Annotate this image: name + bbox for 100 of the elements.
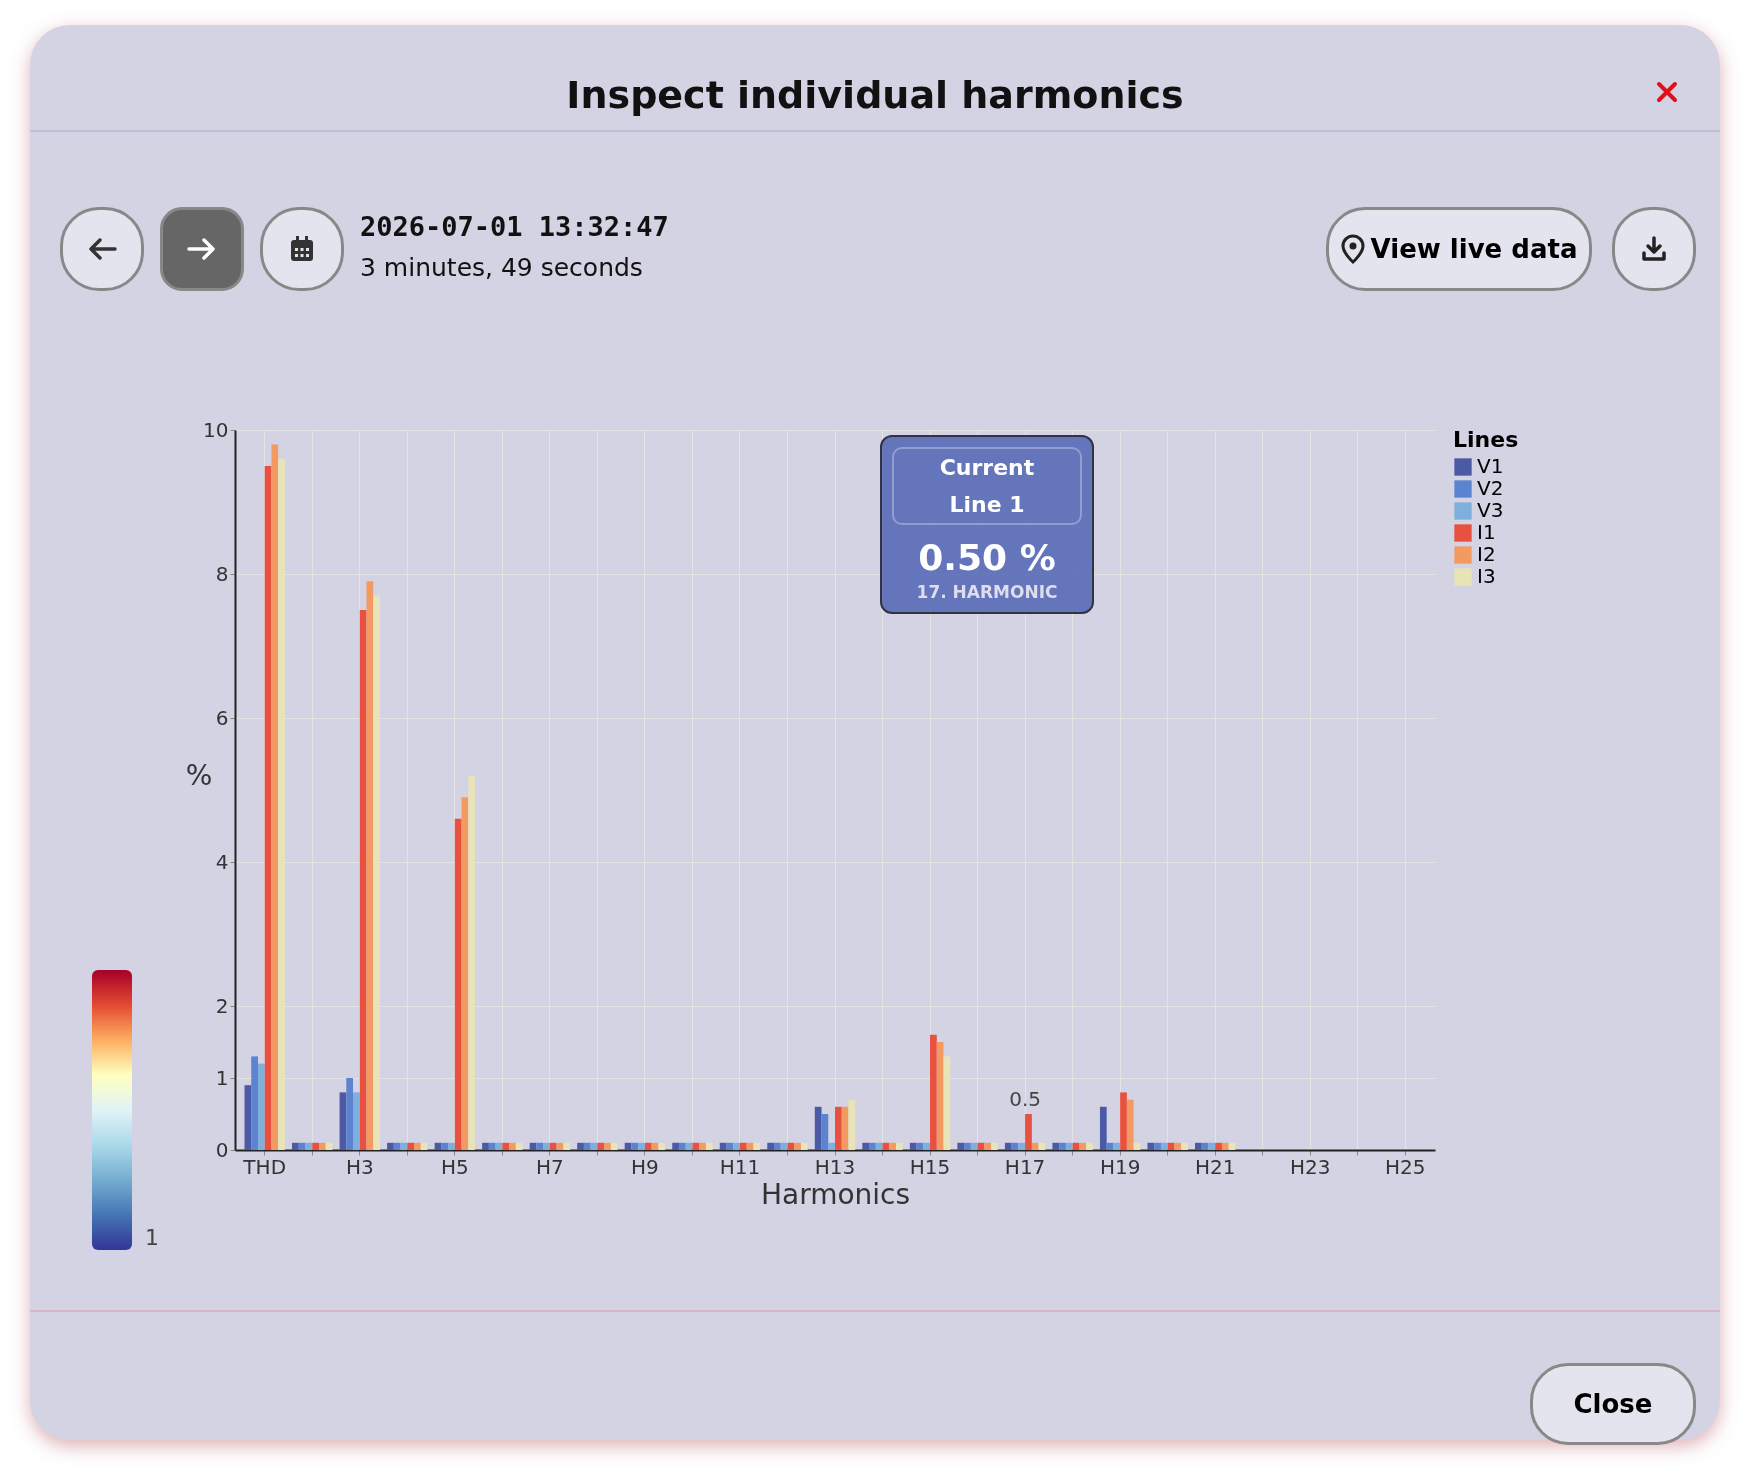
bar: [1018, 1142, 1026, 1150]
bar: [739, 1142, 747, 1150]
bar: [339, 1092, 347, 1150]
legend-label: V1: [1477, 454, 1504, 478]
bar: [726, 1142, 734, 1150]
x-tick-label: H7: [535, 1154, 564, 1179]
x-axis-title: Harmonics: [760, 1177, 911, 1211]
bar: [1181, 1142, 1188, 1150]
bar: [563, 1142, 571, 1150]
annotation: Current: [938, 455, 1036, 482]
bar: [488, 1142, 496, 1150]
bar: [454, 818, 462, 1150]
bar: [1086, 1142, 1093, 1150]
y-tick-label: 1: [215, 1065, 229, 1090]
bar: [366, 581, 374, 1150]
x-tick-label: THD: [242, 1154, 287, 1179]
bar: [800, 1142, 808, 1150]
x-tick-label: H21: [1194, 1154, 1236, 1179]
x-tick-label: H17: [1004, 1154, 1046, 1179]
bar: [631, 1142, 639, 1150]
bar: [733, 1142, 740, 1150]
bar: [509, 1142, 516, 1150]
bar: [1113, 1142, 1121, 1150]
bar: [441, 1142, 449, 1150]
legend-label: V2: [1477, 476, 1504, 500]
bar: [848, 1099, 856, 1150]
bar: [814, 1106, 822, 1150]
bar: [889, 1142, 896, 1150]
bar: [577, 1142, 584, 1150]
bar: [1065, 1142, 1073, 1150]
bar: [658, 1142, 666, 1150]
bar: [936, 1042, 944, 1150]
annotation: 17. HARMONIC: [915, 582, 1059, 602]
bar: [1221, 1142, 1229, 1150]
bar: [1025, 1114, 1032, 1150]
bar: [1004, 1142, 1012, 1150]
bar: [1079, 1142, 1087, 1150]
bar: [875, 1142, 883, 1150]
bar: [923, 1142, 931, 1150]
bar: [1126, 1099, 1134, 1150]
bar: [387, 1142, 394, 1150]
bar: [543, 1142, 550, 1150]
bar: [895, 1142, 903, 1150]
y-axis-title: %: [185, 758, 213, 792]
text: 3 minutes, 49 seconds: [360, 253, 643, 282]
bar: [312, 1142, 319, 1150]
bar: [482, 1142, 489, 1150]
legend-label: I3: [1477, 564, 1496, 588]
bar: [869, 1142, 876, 1150]
bar: [692, 1142, 700, 1150]
bar: [984, 1142, 992, 1150]
bar: [1120, 1092, 1127, 1150]
y-tick-label: 0: [215, 1137, 229, 1162]
bar: [1147, 1142, 1155, 1150]
x-tick-label: H23: [1290, 1154, 1331, 1179]
bar: [251, 1056, 258, 1150]
legend-label: I1: [1477, 520, 1496, 544]
bar: [515, 1142, 523, 1150]
bar: [930, 1034, 937, 1150]
bar: [862, 1142, 870, 1150]
bar: [278, 458, 285, 1150]
y-tick-label: 2: [215, 993, 229, 1018]
x-tick-label: H19: [1099, 1154, 1141, 1179]
bar: [705, 1142, 713, 1150]
bar: [909, 1142, 917, 1150]
bar: [1099, 1106, 1107, 1150]
annotation: 0.5: [1009, 1087, 1042, 1111]
bar: [393, 1142, 401, 1150]
bar: [353, 1092, 360, 1150]
y-tick-label: 4: [215, 849, 229, 874]
bar: [767, 1142, 775, 1150]
bar: [1215, 1142, 1222, 1150]
bar: [407, 1142, 415, 1150]
bar: [1059, 1142, 1066, 1150]
x-tick-label: H13: [814, 1154, 856, 1179]
bar: [787, 1142, 795, 1150]
bar: [271, 444, 279, 1150]
bar: [644, 1142, 652, 1150]
bar: [638, 1142, 645, 1150]
bar: [991, 1142, 998, 1150]
x-tick-label: H25: [1385, 1154, 1426, 1179]
bar: [794, 1142, 801, 1150]
bar: [672, 1142, 679, 1150]
bar: [1160, 1142, 1168, 1150]
bar: [597, 1142, 605, 1150]
bar: [305, 1142, 313, 1150]
bar: [970, 1142, 978, 1150]
text: Close: [1530, 1363, 1696, 1445]
x-tick-label: H5: [440, 1154, 469, 1179]
x-tick-label: H11: [719, 1154, 761, 1179]
bar: [964, 1142, 971, 1150]
legend-title: Lines: [1453, 427, 1519, 452]
bar: [414, 1142, 421, 1150]
legend-label: I2: [1477, 542, 1496, 566]
text: 1: [145, 1225, 159, 1250]
x-tick-label: H15: [909, 1154, 951, 1179]
bar: [957, 1142, 965, 1150]
bar: [1174, 1142, 1182, 1150]
bar: [604, 1142, 611, 1150]
y-tick-label: 6: [215, 705, 229, 730]
